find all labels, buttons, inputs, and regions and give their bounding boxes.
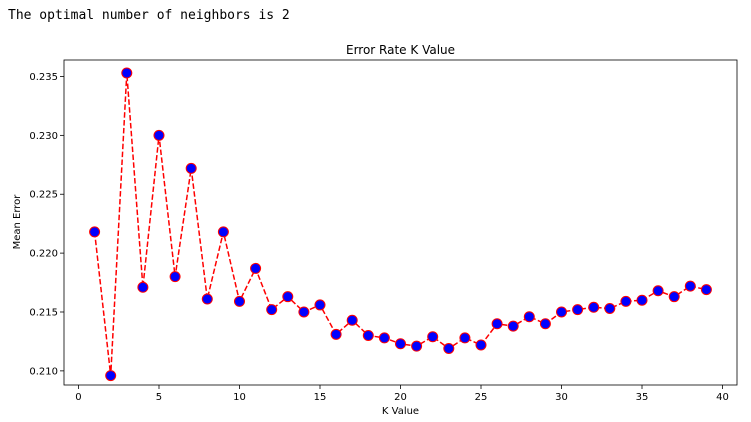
x-tick-label: 0 (75, 392, 81, 403)
data-point (201, 293, 213, 305)
y-tick-label: 0.210 (29, 366, 58, 377)
x-tick-label: 5 (156, 392, 162, 403)
cell-output-text: The optimal number of neighbors is 2 (8, 8, 290, 23)
data-point (346, 314, 358, 326)
data-point (298, 306, 310, 318)
data-point (217, 226, 229, 238)
data-point (137, 281, 149, 293)
y-tick-label: 0.220 (29, 249, 58, 260)
data-point (443, 342, 455, 354)
error-series (89, 67, 712, 382)
data-point (282, 291, 294, 303)
data-point (700, 284, 712, 296)
data-point (153, 129, 165, 141)
data-point (539, 318, 551, 330)
y-axis-label: Mean Error (12, 194, 23, 250)
data-point (652, 285, 664, 297)
data-point (636, 294, 648, 306)
plot-frame (63, 59, 738, 386)
y-tick-label: 0.235 (29, 72, 58, 83)
data-point (588, 301, 600, 313)
data-point (121, 67, 133, 79)
data-point (314, 299, 326, 311)
data-point (604, 302, 616, 314)
x-tick-label: 25 (475, 392, 488, 403)
data-point (507, 320, 519, 332)
y-tick-label: 0.225 (29, 190, 58, 201)
x-tick-label: 35 (636, 392, 649, 403)
data-point (684, 280, 696, 292)
data-point (89, 226, 101, 238)
data-point (411, 340, 423, 352)
y-tick-label: 0.215 (29, 307, 58, 318)
x-tick-label: 40 (716, 392, 729, 403)
data-point (523, 311, 535, 323)
data-point (362, 330, 374, 342)
data-point (668, 291, 680, 303)
data-point (572, 304, 584, 316)
y-tick-label: 0.230 (29, 131, 58, 142)
data-point (250, 262, 262, 274)
data-point (620, 295, 632, 307)
data-point (105, 370, 117, 382)
data-point (233, 295, 245, 307)
data-point (459, 332, 471, 344)
data-point (266, 304, 278, 316)
x-tick-label: 10 (233, 392, 246, 403)
x-tick-label: 30 (555, 392, 568, 403)
data-point (556, 306, 568, 318)
x-axis-ticks: 0 5 10 15 20 25 30 35 40 (75, 385, 729, 403)
chart-title: Error Rate K Value (346, 43, 455, 57)
x-tick-label: 15 (314, 392, 327, 403)
data-point (491, 318, 503, 330)
data-point (378, 332, 390, 344)
x-tick-label: 20 (394, 392, 407, 403)
data-point (169, 271, 181, 283)
data-point (185, 162, 197, 174)
y-axis-ticks: 0.210 0.215 0.220 0.225 0.230 0.235 (29, 72, 64, 377)
plot-background (64, 60, 737, 385)
x-axis-label: K Value (382, 406, 419, 417)
data-point (330, 328, 342, 340)
data-point (427, 331, 439, 343)
data-point (475, 339, 487, 351)
data-point (395, 338, 406, 350)
